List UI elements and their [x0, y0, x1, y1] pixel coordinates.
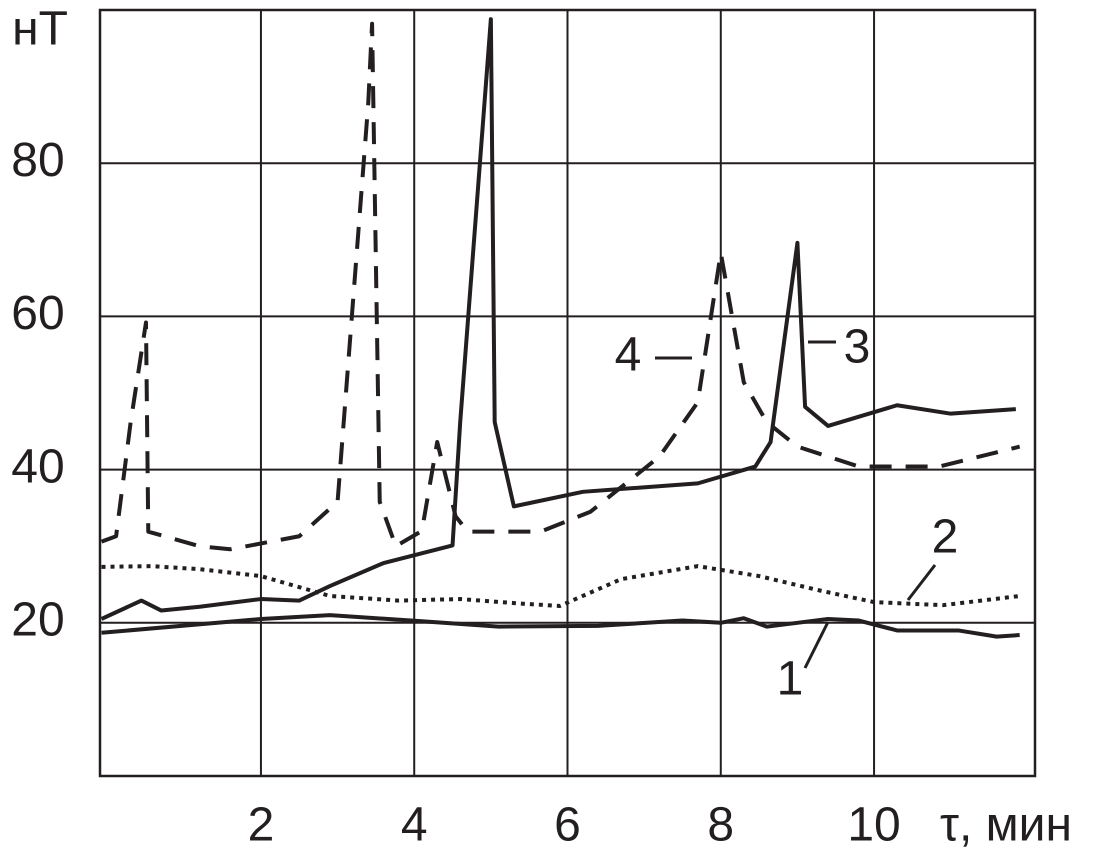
y-tick-label: 20 [11, 593, 64, 646]
series-line [100, 21, 1021, 552]
series-line [101, 564, 1020, 608]
y-tick-label: 60 [11, 287, 64, 340]
plot-frame [98, 8, 1037, 778]
series-line [101, 613, 1020, 639]
x-tick-label: 4 [401, 799, 428, 852]
series-label: 1 [777, 653, 804, 706]
x-tick-label: 8 [707, 799, 734, 852]
x-tick-label: 2 [248, 799, 275, 852]
series-label: 3 [844, 321, 871, 374]
y-tick-label: 80 [11, 134, 64, 187]
x-tick-label: 6 [554, 799, 581, 852]
y-tick-label: 40 [11, 440, 64, 493]
label-leader [906, 564, 937, 601]
x-axis-label: τ, мин [940, 799, 1072, 852]
series-label: 4 [615, 329, 642, 382]
series-label: 2 [932, 511, 959, 564]
series-line [100, 17, 1016, 621]
label-leader [803, 621, 830, 669]
x-tick-label: 10 [847, 799, 900, 852]
y-axis-label: нТ [12, 3, 68, 56]
